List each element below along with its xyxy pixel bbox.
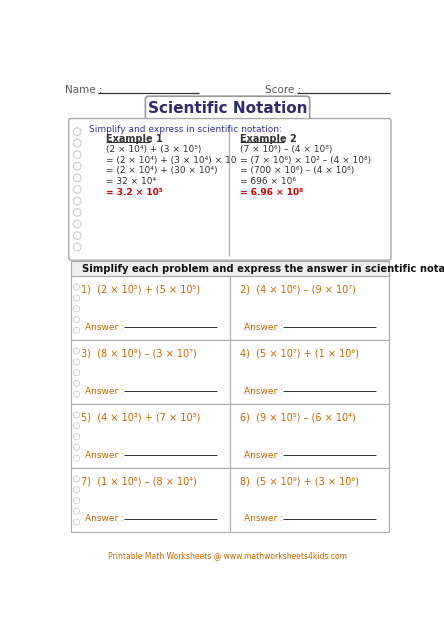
Text: 8)  (5 × 10⁹) + (3 × 10⁶): 8) (5 × 10⁹) + (3 × 10⁶) (240, 477, 359, 486)
Bar (71, 404, 230, 468)
Bar (230, 404, 389, 468)
Bar (71, 468, 230, 532)
Text: Answer :: Answer : (85, 387, 124, 396)
Text: = 696 × 10⁶: = 696 × 10⁶ (240, 177, 296, 186)
Text: 6)  (9 × 10⁵) – (6 × 10⁴): 6) (9 × 10⁵) – (6 × 10⁴) (240, 413, 356, 423)
Text: Answer :: Answer : (244, 514, 283, 523)
Bar (230, 340, 389, 404)
Text: = (7 × 10⁶) × 10² – (4 × 10⁸): = (7 × 10⁶) × 10² – (4 × 10⁸) (240, 156, 371, 164)
Text: Answer :: Answer : (85, 451, 124, 460)
Text: 4)  (5 × 10⁷) + (1 × 10⁶): 4) (5 × 10⁷) + (1 × 10⁶) (240, 349, 359, 359)
Text: = 3.2 × 10⁵: = 3.2 × 10⁵ (106, 188, 163, 197)
Text: 7)  (1 × 10⁶) – (8 × 10⁴): 7) (1 × 10⁶) – (8 × 10⁴) (81, 477, 197, 486)
Bar (71, 340, 230, 404)
Bar (230, 276, 389, 340)
Text: (2 × 10⁴) + (3 × 10⁵): (2 × 10⁴) + (3 × 10⁵) (106, 145, 201, 154)
Text: 5)  (4 × 10³) + (7 × 10³): 5) (4 × 10³) + (7 × 10³) (81, 413, 200, 423)
Text: Answer :: Answer : (85, 323, 124, 331)
Text: Example 1: Example 1 (106, 134, 163, 144)
Text: = 6.96 × 10⁸: = 6.96 × 10⁸ (240, 188, 303, 197)
Text: Answer :: Answer : (244, 387, 283, 396)
FancyBboxPatch shape (69, 119, 391, 260)
Text: Printable Math Worksheets @ www.mathworksheets4kids.com: Printable Math Worksheets @ www.mathwork… (108, 551, 347, 560)
Bar (71, 276, 230, 340)
Text: 1)  (2 × 10⁵) + (5 × 10⁵): 1) (2 × 10⁵) + (5 × 10⁵) (81, 285, 200, 295)
Bar (230, 468, 389, 532)
Bar (71, 261, 389, 276)
Text: = (2 × 10⁴) + (30 × 10⁴): = (2 × 10⁴) + (30 × 10⁴) (106, 166, 218, 175)
Text: Answer :: Answer : (244, 451, 283, 460)
Text: Name :: Name : (65, 86, 102, 95)
Text: Simplify and express in scientific notation:: Simplify and express in scientific notat… (89, 124, 281, 134)
Text: 3)  (8 × 10⁹) – (3 × 10⁷): 3) (8 × 10⁹) – (3 × 10⁷) (81, 349, 197, 359)
Text: Simplify each problem and express the answer in scientific notation.: Simplify each problem and express the an… (82, 264, 444, 274)
Text: Scientific Notation: Scientific Notation (148, 101, 307, 116)
Text: Score :: Score : (265, 86, 301, 95)
Text: (7 × 10⁶) – (4 × 10⁸): (7 × 10⁶) – (4 × 10⁸) (240, 145, 332, 154)
FancyBboxPatch shape (145, 97, 310, 121)
Text: Example 2: Example 2 (240, 134, 297, 144)
Text: 2)  (4 × 10⁶) – (9 × 10⁷): 2) (4 × 10⁶) – (9 × 10⁷) (240, 285, 356, 295)
Text: Answer :: Answer : (85, 514, 124, 523)
Text: = (2 × 10⁴) + (3 × 10⁴) × 10: = (2 × 10⁴) + (3 × 10⁴) × 10 (106, 156, 236, 164)
Text: = (700 × 10⁶) – (4 × 10⁸): = (700 × 10⁶) – (4 × 10⁸) (240, 166, 354, 175)
Text: Answer :: Answer : (244, 323, 283, 331)
Text: = 32 × 10⁴: = 32 × 10⁴ (106, 177, 156, 186)
